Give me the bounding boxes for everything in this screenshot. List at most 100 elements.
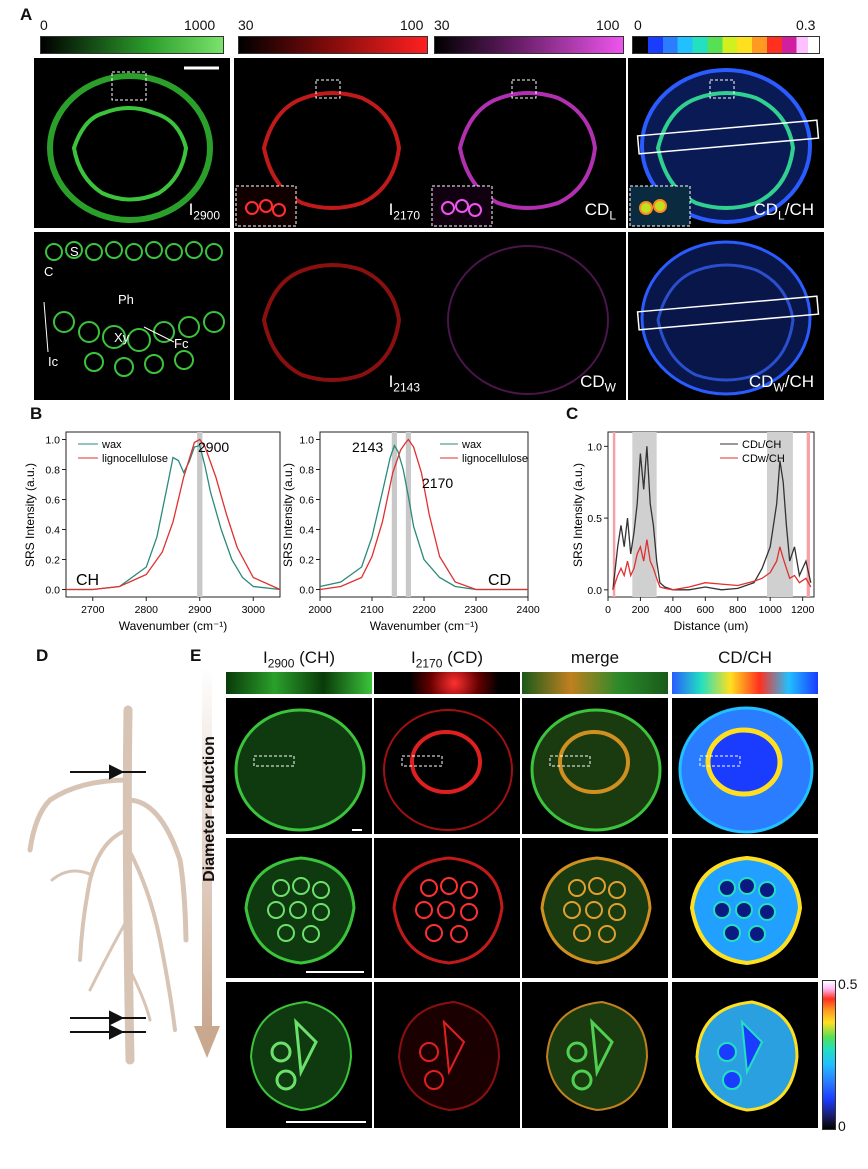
strip-cd bbox=[374, 672, 520, 694]
chart-b-right-ytick-label: 0.4 bbox=[299, 525, 314, 537]
chart-b-right-xlabel: Wavenumber (cm⁻¹) bbox=[370, 619, 479, 633]
e-r1-merge-graphic bbox=[530, 708, 662, 832]
chart-c-xlabel: Distance (um) bbox=[674, 619, 749, 633]
label-c: C bbox=[44, 264, 54, 279]
legend-cdl-ch: CDʟ/CH bbox=[742, 439, 781, 451]
legend-lignocellulose-r: lignocellulose bbox=[462, 453, 528, 465]
cdw-section-graphic bbox=[447, 245, 609, 395]
chart-c-frame bbox=[607, 431, 815, 598]
image-cdw-ch: CDW/CH bbox=[628, 232, 824, 400]
label-cdw: CDW bbox=[580, 371, 616, 394]
chart-b-right-xtick-label: 2200 bbox=[412, 604, 436, 616]
chart-b-left: 2700 2800 2900 3000 0.0 0.2 0.4 0.6 0.8 1.0 Wave… bbox=[23, 431, 281, 633]
chart-c-ytick-label: 0.0 bbox=[587, 585, 602, 597]
e-r2-ch bbox=[226, 838, 372, 978]
e-r1-cd-graphic bbox=[383, 709, 513, 831]
image-cdw: CDW bbox=[430, 232, 626, 400]
chart-c-series-1 bbox=[612, 539, 812, 591]
chart-b-right-xtick-label: 2100 bbox=[360, 604, 384, 616]
panel-e-letter: E bbox=[190, 646, 202, 665]
e-r2-merge-graphic bbox=[540, 856, 652, 965]
image-cdl-ch: CDL/CH bbox=[628, 58, 824, 228]
colorbar-red bbox=[238, 36, 428, 54]
label-fc: Fc bbox=[174, 336, 189, 351]
chart-b-left-xlabel: Wavenumber (cm⁻¹) bbox=[119, 619, 228, 633]
panel-c-letter: C bbox=[566, 404, 579, 423]
chart-c-edge-0 bbox=[612, 432, 616, 597]
colorbar-magenta-max: 100 bbox=[596, 17, 620, 33]
region-ch-label: CH bbox=[76, 572, 99, 589]
chart-c: 0 200 400 600 800 1000 1200 0.0 0.5 1.0 Distance… bbox=[571, 431, 815, 633]
chart-b-right-ytick-label: 0.2 bbox=[299, 555, 314, 567]
panel-b-letter: B bbox=[30, 404, 43, 423]
chart-c-ytick-label: 1.0 bbox=[587, 441, 602, 453]
chart-c-ytick-label: 0.5 bbox=[587, 513, 602, 525]
root-diagram bbox=[27, 705, 189, 1065]
chart-b-right-ylabel: SRS Intensity (a.u.) bbox=[281, 463, 295, 567]
e-r1-ratio-graphic bbox=[678, 706, 814, 834]
cdl-ch-section-graphic bbox=[629, 68, 820, 227]
chart-b-left-ytick-label: 0.2 bbox=[45, 555, 60, 567]
chart-c-xtick-label: 200 bbox=[632, 604, 650, 616]
e-r1-ch-graphic bbox=[234, 708, 366, 832]
label-i2900: I2900 bbox=[188, 199, 220, 222]
band-2900 bbox=[197, 432, 203, 597]
chart-c-xtick-label: 1000 bbox=[759, 604, 783, 616]
colorbar-green-min: 0 bbox=[40, 17, 48, 33]
colorbar-green-max: 1000 bbox=[184, 17, 216, 33]
label-i2170: I2170 bbox=[388, 199, 420, 222]
colorbar-e-min: 0 bbox=[838, 1118, 846, 1134]
chart-b-right-xtick-label: 2400 bbox=[516, 604, 540, 616]
chart-b-left-series-1 bbox=[66, 438, 281, 591]
e-r3-cd-graphic bbox=[397, 1000, 501, 1112]
cdw-ch-section-graphic bbox=[636, 240, 820, 396]
e-r1-ch bbox=[226, 698, 372, 834]
chart-b-right-series-1 bbox=[319, 438, 528, 591]
colorbar-e bbox=[822, 980, 836, 1130]
chart-c-xtick-label: 0 bbox=[605, 604, 611, 616]
chart-b-right-xtick-label: 2300 bbox=[464, 604, 488, 616]
e-r2-merge bbox=[522, 838, 668, 978]
i2900-section-graphic bbox=[47, 66, 219, 223]
panel-d-letter: D bbox=[36, 646, 49, 665]
e-r2-cd bbox=[374, 838, 520, 978]
chart-b-right-ytick-label: 0.6 bbox=[299, 495, 314, 507]
chart-b-left-series-0 bbox=[66, 444, 281, 591]
label-ic: Ic bbox=[48, 354, 59, 369]
chart-b-left-ytick-label: 0.0 bbox=[45, 585, 60, 597]
image-i2900-zoom: S C Ph Xy Fc Ic bbox=[34, 232, 230, 400]
chart-c-edge-1 bbox=[806, 432, 810, 597]
chart-b-left-xtick-label: 2700 bbox=[81, 604, 105, 616]
image-cdl: CDL bbox=[430, 58, 626, 228]
e-r1-merge bbox=[522, 698, 668, 834]
e-r3-ratio-graphic bbox=[695, 1000, 799, 1112]
colorbar-jet-max: 0.3 bbox=[796, 17, 816, 33]
zoom-tissue-graphic bbox=[43, 241, 225, 377]
e-r3-ratio bbox=[672, 982, 818, 1128]
e-r1-ratio bbox=[672, 698, 818, 834]
label-xy: Xy bbox=[114, 330, 130, 345]
chart-b-right-xtick-label: 2000 bbox=[308, 604, 332, 616]
chart-b-left-ytick-label: 0.6 bbox=[45, 495, 60, 507]
chart-b-left-xtick-label: 2900 bbox=[188, 604, 212, 616]
peak-2170-label: 2170 bbox=[422, 475, 453, 491]
legend-lignocellulose: lignocellulose bbox=[102, 453, 168, 465]
label-i2143: I2143 bbox=[388, 371, 420, 394]
e-r3-merge bbox=[522, 982, 668, 1128]
e-r2-ratio-graphic bbox=[689, 855, 803, 966]
chart-b-left-ytick-label: 1.0 bbox=[45, 435, 60, 447]
cdl-section-graphic bbox=[431, 79, 598, 227]
colorbar-jet-min: 0 bbox=[634, 17, 642, 33]
peak-2143-label: 2143 bbox=[352, 439, 383, 455]
legend-wax: wax bbox=[101, 439, 122, 451]
peak-2900-label: 2900 bbox=[198, 439, 229, 455]
diameter-arrow bbox=[194, 666, 220, 1058]
e-r2-cd-graphic bbox=[392, 856, 504, 965]
colorbar-e-max: 0.5 bbox=[838, 976, 858, 992]
label-cdw-ch: CDW/CH bbox=[748, 371, 814, 394]
e-r3-ch bbox=[226, 982, 372, 1128]
chart-b-right-ytick-label: 1.0 bbox=[299, 435, 314, 447]
label-cdl: CDL bbox=[584, 199, 616, 222]
col-head-i2900: I2900 (CH) bbox=[262, 648, 336, 671]
i2170-section-graphic bbox=[235, 79, 402, 227]
